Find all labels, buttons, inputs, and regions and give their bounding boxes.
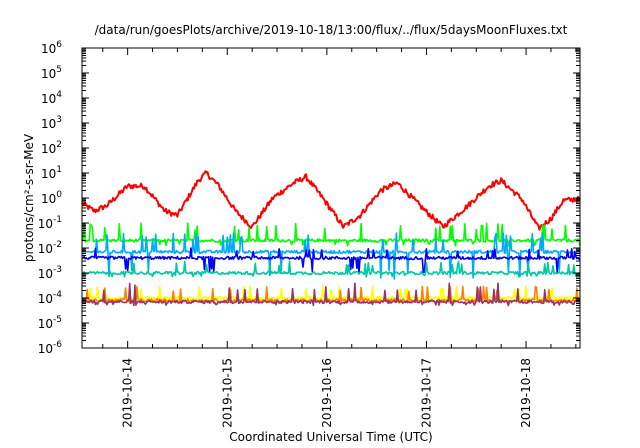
y-tick-label: 101 <box>41 165 62 181</box>
x-tick-label: 2019-10-17 <box>419 358 433 428</box>
y-tick-label: 102 <box>41 140 62 156</box>
x-tick-label: 2019-10-15 <box>220 358 234 428</box>
y-tick-label: 103 <box>41 115 62 131</box>
axes-layer: 10-6 10-5 10-4 10-3 10-2 10-1 100 101 102 103 104 1… <box>38 40 580 428</box>
y-tick-label: 10-5 <box>38 315 62 331</box>
y-tick-label: 10-2 <box>38 240 62 256</box>
flux-series-line <box>81 247 581 274</box>
y-tick-label: 100 <box>41 190 62 206</box>
y-axis-label: protons/cm²-s-sr-MeV <box>22 133 36 262</box>
y-tick-label: 10-3 <box>38 265 62 281</box>
x-tick-label: 2019-10-14 <box>121 358 135 428</box>
x-tick-label: 2019-10-18 <box>519 358 533 428</box>
y-tick-label: 10-6 <box>38 340 63 356</box>
y-tick-label: 104 <box>41 90 62 106</box>
flux-series-line <box>82 260 581 278</box>
y-tick-label: 10-4 <box>38 290 63 306</box>
plot-frame <box>81 47 581 349</box>
y-tick-label: 105 <box>41 65 62 81</box>
chart-title: /data/run/goesPlots/archive/2019-10-18/1… <box>95 23 568 37</box>
flux-series-line <box>81 232 581 280</box>
x-axis-label: Coordinated Universal Time (UTC) <box>229 430 432 444</box>
y-tick-label: 10-1 <box>38 215 62 231</box>
x-tick-label: 2019-10-16 <box>320 358 334 428</box>
flux-series-line <box>81 282 581 307</box>
y-tick-label: 106 <box>41 40 62 56</box>
series-layer <box>81 170 581 307</box>
flux-series-line <box>81 170 581 231</box>
